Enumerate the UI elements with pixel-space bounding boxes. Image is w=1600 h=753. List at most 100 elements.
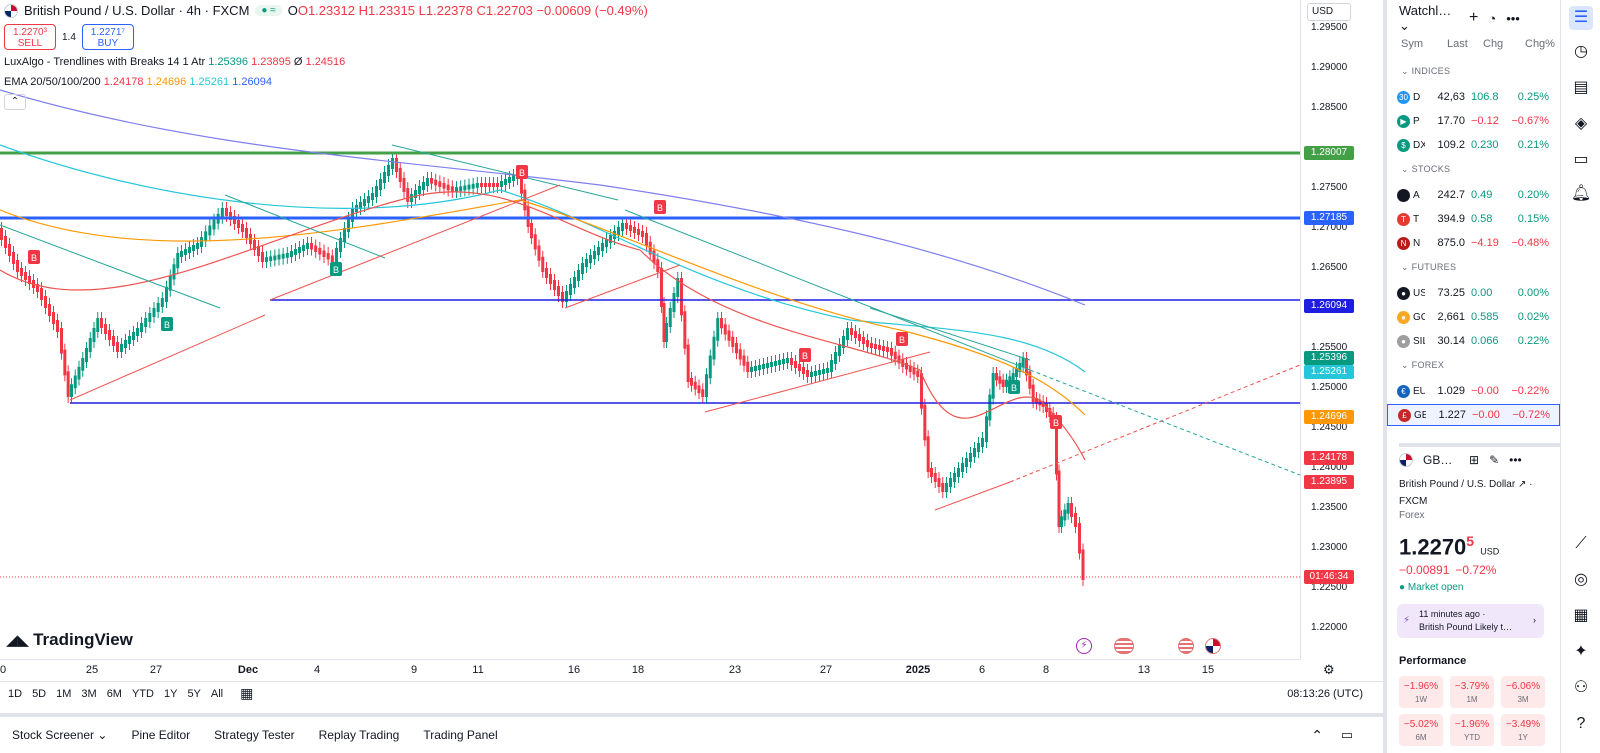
range-button[interactable]: 5D: [32, 687, 47, 700]
watchlist-section-futures[interactable]: FUTURES: [1401, 262, 1456, 273]
uk-flag-event-icon[interactable]: [1205, 638, 1221, 654]
performance-cell[interactable]: −3.79% 1M: [1450, 676, 1494, 708]
collapse-legend-button[interactable]: ⌃: [4, 94, 26, 110]
us-flag-event-icon[interactable]: [1178, 638, 1194, 654]
candle-body: [120, 344, 123, 352]
utc-clock[interactable]: 08:13:26 (UTC): [1287, 687, 1363, 700]
range-button[interactable]: 1Y: [163, 687, 178, 700]
more-options-icon[interactable]: •••: [1509, 453, 1522, 467]
news-card[interactable]: 11 minutes ago · British Pound Likely t……: [1397, 604, 1544, 638]
event-marker-icon[interactable]: ⚡: [1076, 638, 1092, 654]
watchlist-row[interactable]: ● US 73.25 0.00 0.00%: [1387, 282, 1560, 304]
tab-trading-panel[interactable]: Trading Panel: [423, 728, 498, 742]
edit-icon[interactable]: ✎: [1489, 453, 1500, 467]
buy-button[interactable]: 1.2271⁷ BUY: [81, 24, 134, 50]
calendar-icon[interactable]: ▦: [1573, 607, 1589, 624]
watchlist-row[interactable]: T T 394.9 0.58 0.15%: [1387, 208, 1560, 230]
row-symbol: GC: [1413, 311, 1425, 323]
tab-strategy-tester[interactable]: Strategy Tester: [214, 728, 295, 742]
sell-button[interactable]: 1.2270³ SELL: [4, 24, 56, 50]
candle-body: [953, 473, 956, 482]
watchlist-row[interactable]: ● GC 2,661 0.585 0.02%: [1387, 306, 1560, 328]
range-button[interactable]: All: [210, 687, 224, 700]
watchlist-row[interactable]: £ GE 1.227 −0.00 −0.72%: [1387, 404, 1560, 426]
watchlist-row[interactable]: $ DX 109.2 0.230 0.21%: [1387, 134, 1560, 156]
more-options-icon[interactable]: •••: [1506, 10, 1520, 26]
range-button[interactable]: 6M: [106, 687, 122, 700]
tab-stock-screener[interactable]: Stock Screener ⌄: [12, 728, 108, 742]
watchlist-row[interactable]: A 242.7 0.49 0.20%: [1387, 184, 1560, 206]
range-button[interactable]: 1M: [56, 687, 72, 700]
watchlist-row[interactable]: N N 875.0 −4.19 −0.48%: [1387, 232, 1560, 254]
watchlist-layout-icon[interactable]: ◔: [1488, 10, 1497, 26]
help-icon[interactable]: ?: [1576, 715, 1586, 732]
chat-icon[interactable]: ▭: [1573, 151, 1589, 168]
price-chart[interactable]: B B B B B B B B B: [0, 0, 1300, 659]
candle-body: [261, 252, 264, 262]
people-icon[interactable]: ⚇: [1573, 679, 1589, 696]
candle-body: [961, 463, 964, 472]
price-scale[interactable]: USD 1.29500 1.29000 1.28500 1.27500 1.27000 1…: [1300, 0, 1383, 677]
trendline: [624, 209, 1031, 371]
trendline: [224, 194, 386, 259]
tab-replay-trading[interactable]: Replay Trading: [318, 728, 400, 742]
target-icon[interactable]: ◎: [1574, 571, 1588, 588]
col-chgp[interactable]: Chg%: [1525, 38, 1555, 50]
detail-symbol[interactable]: GB…: [1423, 453, 1453, 467]
candle-body: [450, 186, 454, 192]
us-flag-event-icon[interactable]: [1114, 638, 1134, 654]
range-button[interactable]: 3M: [81, 687, 97, 700]
performance-cell[interactable]: −5.02% 6M: [1399, 714, 1443, 746]
layers-icon[interactable]: ◈: [1574, 115, 1588, 132]
bulb-icon[interactable]: ✦: [1574, 643, 1588, 660]
indicator-ema-legend[interactable]: EMA 20/50/100/200 1.24178 1.24696 1.2526…: [4, 76, 272, 88]
time-tick-label: 25: [85, 664, 99, 676]
calendar-icon[interactable]: ▦: [240, 685, 254, 701]
range-button[interactable]: 5Y: [187, 687, 201, 700]
watchlist-section-forex[interactable]: FOREX: [1401, 360, 1444, 371]
col-last[interactable]: Last: [1447, 38, 1468, 50]
candle-body: [281, 253, 285, 259]
performance-cell[interactable]: −1.96% YTD: [1450, 714, 1494, 746]
col-sym[interactable]: Sym: [1401, 38, 1423, 50]
break-marker-label: B: [333, 265, 339, 275]
time-scale[interactable]: 0 25 27 Dec 4 9 11 16 18 23 27 2025 6 8 13 15: [0, 659, 1300, 681]
maximize-panel-icon[interactable]: ▭: [1340, 727, 1353, 742]
tradingview-logo[interactable]: ◢◣ TradingView: [6, 630, 133, 649]
indicator-luxalgo-legend[interactable]: LuxAlgo - Trendlines with Breaks 14 1 At…: [4, 56, 346, 68]
performance-cell[interactable]: −1.96% 1W: [1399, 676, 1443, 708]
candle-body: [322, 250, 326, 257]
alert-clock-icon[interactable]: ◷: [1574, 43, 1588, 60]
watchlist-section-stocks[interactable]: STOCKS: [1401, 164, 1450, 175]
object-tree-icon[interactable]: ▤: [1573, 79, 1589, 96]
range-button[interactable]: YTD: [131, 687, 154, 700]
currency-selector[interactable]: USD: [1307, 3, 1351, 21]
candle-body: [810, 372, 813, 377]
notification-bell-icon[interactable]: 🔔︎: [1570, 185, 1592, 202]
performance-cell[interactable]: −6.06% 3M: [1501, 676, 1545, 708]
detail-name[interactable]: British Pound / U.S. Dollar ↗ · FXCM: [1399, 479, 1533, 507]
add-symbol-icon[interactable]: +: [1469, 9, 1479, 26]
watchlist-title[interactable]: Watchl… ⌄: [1399, 2, 1452, 33]
candle-body: [705, 374, 708, 397]
market-status-badge[interactable]: ● ≈: [255, 5, 282, 16]
watchlist-icon[interactable]: ☰: [1569, 6, 1593, 30]
trend-tool-icon[interactable]: ⟋: [1575, 535, 1587, 552]
range-button[interactable]: 1D: [8, 687, 23, 700]
candle-body: [597, 247, 600, 255]
chevron-up-icon[interactable]: ⌃: [1311, 726, 1323, 743]
chart-area[interactable]: B B B B B B B B B British Pound / U.S. Dollar · …: [0, 0, 1383, 702]
watchlist-row[interactable]: ●SIL 30.14 0.066 0.22%: [1387, 330, 1560, 352]
scale-settings-icon[interactable]: ⚙: [1323, 662, 1335, 677]
col-chg[interactable]: Chg: [1483, 38, 1504, 50]
performance-cell[interactable]: −3.49% 1Y: [1501, 714, 1545, 746]
watchlist-row[interactable]: ▶ P 17.70 −0.12 −0.67%: [1387, 110, 1560, 132]
watchlist-row[interactable]: € EU 1.029 −0.00 −0.22%: [1387, 380, 1560, 402]
row-symbol: GE: [1414, 409, 1426, 421]
tab-pine-editor[interactable]: Pine Editor: [131, 728, 191, 742]
watchlist-row[interactable]: 30 D 42,63 106.8 0.25%: [1387, 86, 1560, 108]
row-symbol: US: [1413, 287, 1425, 299]
grid-icon[interactable]: ⊞: [1469, 453, 1480, 467]
watchlist-section-indices[interactable]: INDICES: [1401, 66, 1450, 77]
symbol-title[interactable]: British Pound / U.S. Dollar · 4h · FXCM: [24, 3, 250, 18]
